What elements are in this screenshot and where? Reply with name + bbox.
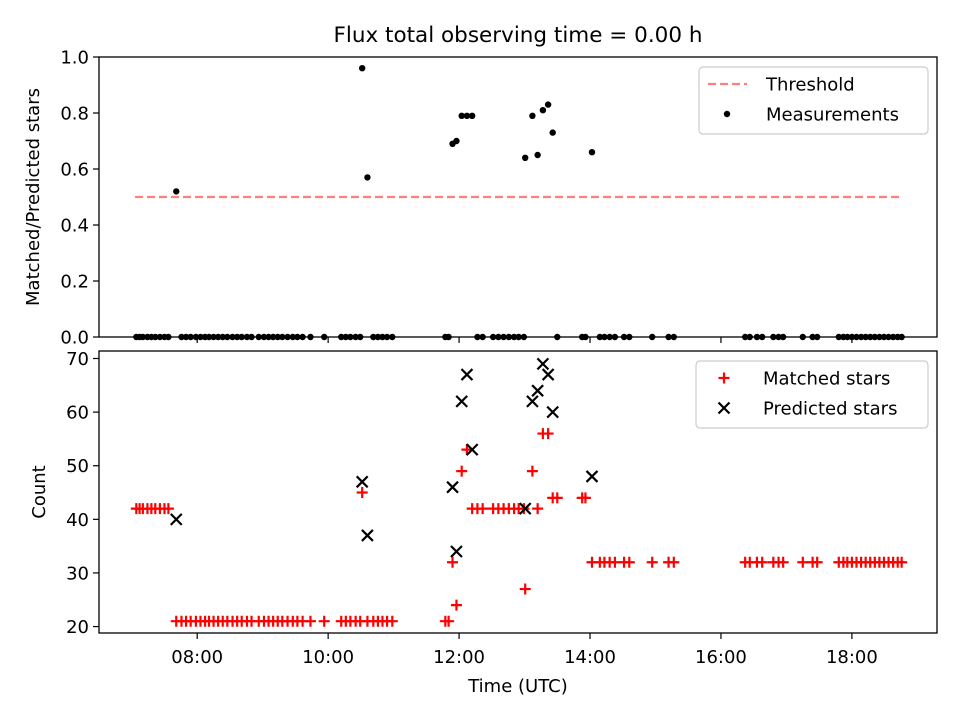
matched-star-point [447,556,459,568]
matched-star-point [896,556,908,568]
ratio-y-tick-label: 0.8 [60,104,89,125]
measurement-point [534,151,541,159]
legend-measurement-swatch [723,110,731,118]
matched-star-point [646,556,658,568]
matched-star-point [450,599,462,611]
legend-label: Threshold [765,75,855,96]
predicted-star-point [460,368,474,381]
matched-star-point [623,556,635,568]
legend-box [695,360,929,429]
legend-label: Measurements [766,105,899,126]
predicted-star-point [355,475,369,489]
count-y-tick-label: 20 [66,617,89,638]
ratio-y-tick-label: 0.2 [60,272,89,293]
count-y-tick-label: 40 [66,510,89,531]
matched-star-point [542,428,554,440]
matched-star-point [551,492,563,504]
measurement-point [539,107,547,114]
count-x-tick-label: 16:00 [695,647,747,668]
matched-star-point [811,556,823,568]
matched-star-point [304,615,316,627]
count-x-tick-label: 14:00 [564,647,616,668]
predicted-star-point [361,529,374,542]
count-panel: 20 30 40 50 60 70 08:00 10:00 12:00 14:00 16:00 18:… [29,349,938,697]
measurement-point [468,112,476,120]
count-legend: Matched stars Predicted stars [695,360,929,429]
count-y-tick-label: 50 [66,456,89,477]
ratio-y-tick-label: 0.4 [60,216,89,237]
ratio-y-tick-label: 0.0 [60,328,89,349]
ratio-legend: Threshold Measurements [698,66,929,135]
count-y-tick-label: 30 [66,563,89,584]
predicted-star-point [546,405,559,419]
count-axes-frame [98,350,938,634]
measurement-point [453,137,460,145]
matched-star-point [443,615,455,627]
matched-star-point [579,492,591,504]
measurement-point [544,101,552,108]
predicted-star-point [518,502,532,515]
matched-star-point [318,615,330,627]
count-y-tick-label: 60 [66,403,89,424]
measurement-point [173,188,180,195]
predicted-star-point [526,395,539,408]
predicted-star-point [541,368,555,381]
count-y-axis-label: Count [29,465,50,518]
matched-star-point [456,465,468,477]
matched-star-point [386,615,398,627]
chart-title: Flux total observing time = 0.00 h [334,23,703,48]
measurement-point [364,174,371,181]
matched-star-point [797,556,809,568]
matched-star-point [526,465,538,477]
matched-star-point [461,444,473,456]
count-x-tick-label: 10:00 [302,647,354,668]
count-y-tick-label: 70 [66,349,89,370]
measurement-point [529,112,536,120]
predicted-star-point [446,480,459,494]
count-x-tick-label: 08:00 [171,647,223,668]
ratio-axes-frame [98,56,938,338]
count-x-tick-label: 18:00 [826,647,878,668]
measurement-point [522,154,529,161]
predicted-star-point [450,545,463,558]
predicted-star-point [536,357,550,371]
matched-star-point [519,583,531,595]
matched-star-point [777,556,789,568]
matched-star-point [668,556,680,568]
measurement-point [458,112,465,120]
measurement-point [358,65,366,72]
ratio-y-tick-label: 1.0 [60,48,89,69]
legend-label: Predicted stars [763,399,897,420]
predicted-star-point [455,395,468,408]
matched-star-point [162,503,174,515]
legend-matched-swatch [718,372,730,384]
matched-star-point [356,487,368,499]
predicted-star-point [585,470,599,483]
legend-label: Matched stars [763,369,890,390]
matched-star-point [477,503,489,515]
matched-star-point [756,556,768,568]
legend-box [698,66,929,135]
ratio-panel: 0.0 0.2 0.4 0.6 0.8 1.0 Matched/Predicted star… [23,48,938,349]
matched-star-point [532,503,544,515]
measurement-point [549,129,556,136]
ratio-y-axis-label: Matched/Predicted stars [23,88,44,306]
count-x-tick-label: 12:00 [433,647,485,668]
predicted-star-point [531,384,544,397]
ratio-y-tick-label: 0.6 [60,160,89,181]
predicted-star-point [169,513,183,526]
measurement-point [588,149,596,156]
measurement-point [463,112,471,120]
legend-predicted-swatch [717,401,731,415]
predicted-star-point [465,443,479,456]
count-marks [130,357,908,627]
x-axis-label: Time (UTC) [467,676,568,697]
